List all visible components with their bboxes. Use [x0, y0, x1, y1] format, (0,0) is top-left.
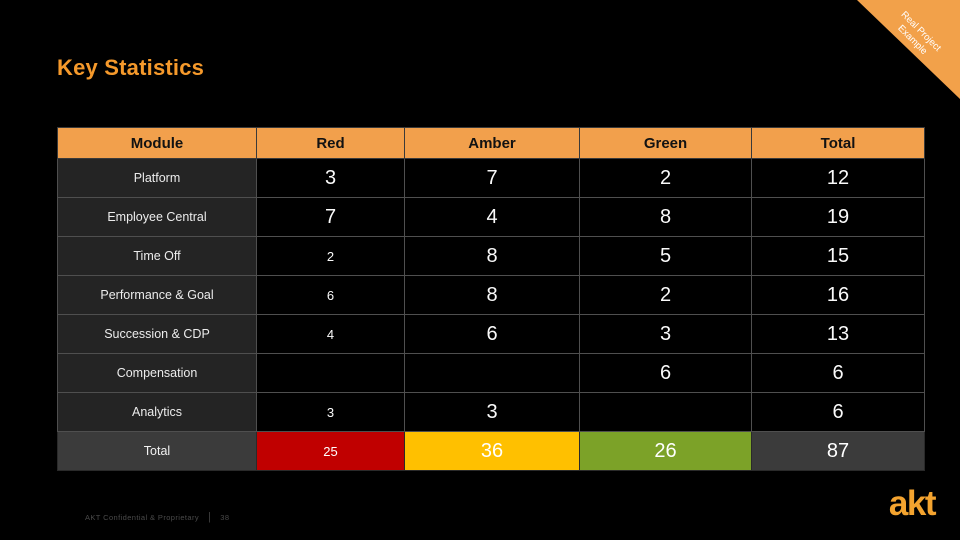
module-cell: Time Off: [57, 236, 257, 276]
value-cell: 3: [256, 158, 405, 198]
value-cell: 8: [579, 197, 752, 237]
value-cell: 6: [579, 353, 752, 393]
table-row: Time Off 2 8 5 15: [57, 236, 925, 276]
module-cell: Analytics: [57, 392, 257, 432]
footer-separator: |: [208, 511, 212, 523]
value-cell: 7: [256, 197, 405, 237]
total-value-cell: 36: [404, 431, 580, 471]
total-label-cell: Total: [57, 431, 257, 471]
akt-logo: akt: [888, 484, 937, 523]
total-value-cell: 87: [751, 431, 925, 471]
column-header-module: Module: [57, 127, 257, 159]
value-cell: 3: [579, 314, 752, 354]
page-title: Key Statistics: [57, 55, 205, 80]
column-header-amber: Amber: [404, 127, 580, 159]
column-header-green: Green: [579, 127, 752, 159]
ribbon-label-line1: Real Project: [898, 9, 944, 54]
value-cell: [404, 353, 580, 393]
value-cell: 5: [579, 236, 752, 276]
value-cell: 19: [751, 197, 925, 237]
value-cell: 13: [751, 314, 925, 354]
module-cell: Succession & CDP: [57, 314, 257, 354]
ribbon-label-line2: Example: [895, 23, 930, 58]
value-cell: 7: [404, 158, 580, 198]
module-cell: Performance & Goal: [57, 275, 257, 315]
table-row: Platform 3 7 2 12: [57, 158, 925, 198]
value-cell: 16: [751, 275, 925, 315]
value-cell: 2: [579, 275, 752, 315]
value-cell: 2: [579, 158, 752, 198]
value-cell: 6: [751, 392, 925, 432]
module-cell: Compensation: [57, 353, 257, 393]
table-row: Employee Central 7 4 8 19: [57, 197, 925, 237]
table-row: Succession & CDP 4 6 3 13: [57, 314, 925, 354]
table-row: Compensation 6 6: [57, 353, 925, 393]
value-cell: 6: [404, 314, 580, 354]
table-row: Analytics 3 3 6: [57, 392, 925, 432]
table-row: Performance & Goal 6 8 2 16: [57, 275, 925, 315]
value-cell: [579, 392, 752, 432]
value-cell: 6: [256, 275, 405, 315]
confidentiality-note: AKT Confidential & Proprietary: [85, 512, 199, 522]
value-cell: 15: [751, 236, 925, 276]
statistics-table: Module Red Amber Green Total Platform 3 7 2 12 Em…: [57, 127, 925, 471]
value-cell: 8: [404, 275, 580, 315]
column-header-red: Red: [256, 127, 405, 159]
module-cell: Platform: [57, 158, 257, 198]
value-cell: 4: [404, 197, 580, 237]
value-cell: 8: [404, 236, 580, 276]
total-value-cell: 25: [256, 431, 405, 471]
value-cell: 3: [404, 392, 580, 432]
total-value-cell: 26: [579, 431, 752, 471]
value-cell: 3: [256, 392, 405, 432]
page-number: 38: [220, 512, 230, 522]
value-cell: 6: [751, 353, 925, 393]
table-total-row: Total 25 36 26 87: [57, 431, 925, 471]
column-header-total: Total: [751, 127, 925, 159]
value-cell: 4: [256, 314, 405, 354]
footer: AKT Confidential & Proprietary | 38: [85, 511, 229, 523]
ribbon-label: Real Project Example: [872, 0, 960, 80]
module-cell: Employee Central: [57, 197, 257, 237]
table-header-row: Module Red Amber Green Total: [57, 127, 925, 159]
corner-ribbon: Real Project Example: [857, 0, 960, 99]
value-cell: [256, 353, 405, 393]
value-cell: 12: [751, 158, 925, 198]
value-cell: 2: [256, 236, 405, 276]
